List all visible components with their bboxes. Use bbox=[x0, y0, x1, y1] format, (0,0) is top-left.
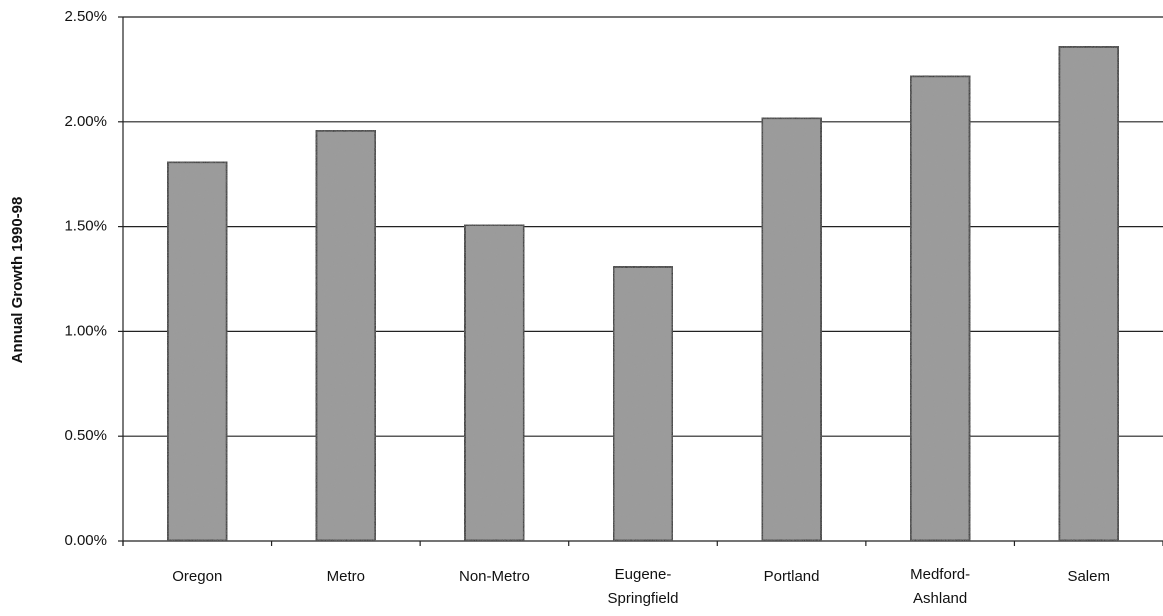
bar bbox=[165, 160, 229, 543]
y-tick-label: 2.00% bbox=[64, 113, 107, 130]
y-tick-label: 2.50% bbox=[64, 8, 107, 25]
x-tick-label: Salem bbox=[1067, 568, 1110, 585]
bar bbox=[1057, 44, 1121, 543]
x-tick-label: Oregon bbox=[172, 568, 222, 585]
y-tick-label: 0.00% bbox=[64, 532, 107, 549]
y-axis-label: Annual Growth 1990-98 bbox=[9, 197, 26, 364]
x-tick-label: Portland bbox=[764, 568, 820, 585]
y-tick-label: 0.50% bbox=[64, 427, 107, 444]
bar bbox=[462, 223, 526, 543]
bar bbox=[760, 116, 824, 543]
bar bbox=[908, 74, 972, 543]
y-tick-label: 1.50% bbox=[64, 218, 107, 235]
x-tick-label: Medford-Ashland bbox=[910, 566, 970, 607]
bar bbox=[314, 128, 378, 543]
bar bbox=[611, 264, 675, 543]
x-tick-label: Metro bbox=[327, 568, 365, 585]
x-tick-label: Non-Metro bbox=[459, 568, 530, 585]
y-tick-label: 1.00% bbox=[64, 322, 107, 339]
x-tick-label: Eugene-Springfield bbox=[608, 566, 679, 607]
